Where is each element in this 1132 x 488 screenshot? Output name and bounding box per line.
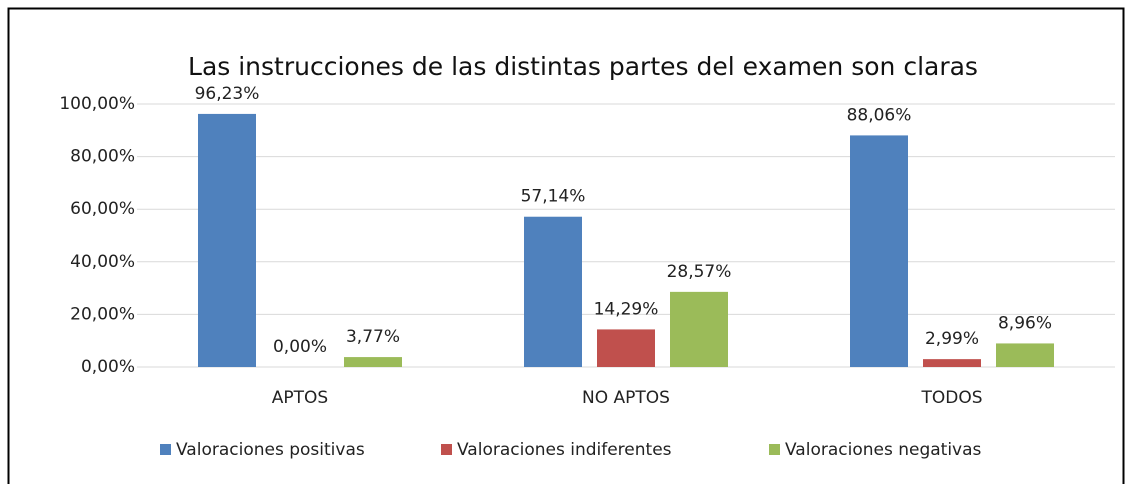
chart-border: [7, 7, 1125, 484]
legend-swatch: [441, 444, 452, 455]
data-label: 3,77%: [346, 327, 400, 347]
bar: [923, 359, 981, 367]
bar: [850, 135, 908, 367]
x-tick-label: TODOS: [920, 388, 982, 408]
legend-label: Valoraciones negativas: [785, 440, 982, 460]
bar: [198, 113, 256, 367]
y-tick-label: 60,00%: [70, 199, 135, 219]
data-label: 28,57%: [667, 262, 732, 282]
legend-label: Valoraciones positivas: [176, 440, 365, 460]
bar: [670, 291, 728, 367]
y-tick-label: 100,00%: [59, 94, 135, 114]
data-label: 96,23%: [195, 84, 260, 104]
bar: [996, 343, 1054, 367]
x-tick-label: APTOS: [272, 388, 328, 408]
bar: [344, 357, 402, 367]
data-label: 88,06%: [847, 105, 912, 125]
x-tick-label: NO APTOS: [582, 388, 670, 408]
y-tick-label: 0,00%: [81, 357, 135, 377]
y-tick-label: 40,00%: [70, 252, 135, 272]
legend-swatch: [160, 444, 171, 455]
data-label: 57,14%: [521, 187, 586, 207]
data-label: 0,00%: [273, 337, 327, 357]
bar: [524, 216, 582, 367]
bar: [597, 329, 655, 367]
chart-title: Las instrucciones de las distintas parte…: [188, 52, 978, 81]
data-label: 14,29%: [594, 299, 659, 319]
legend-label: Valoraciones indiferentes: [457, 440, 672, 460]
data-label: 8,96%: [998, 313, 1052, 333]
data-label: 2,99%: [925, 329, 979, 349]
y-tick-label: 80,00%: [70, 147, 135, 167]
y-tick-label: 20,00%: [70, 304, 135, 324]
legend-swatch: [769, 444, 780, 455]
